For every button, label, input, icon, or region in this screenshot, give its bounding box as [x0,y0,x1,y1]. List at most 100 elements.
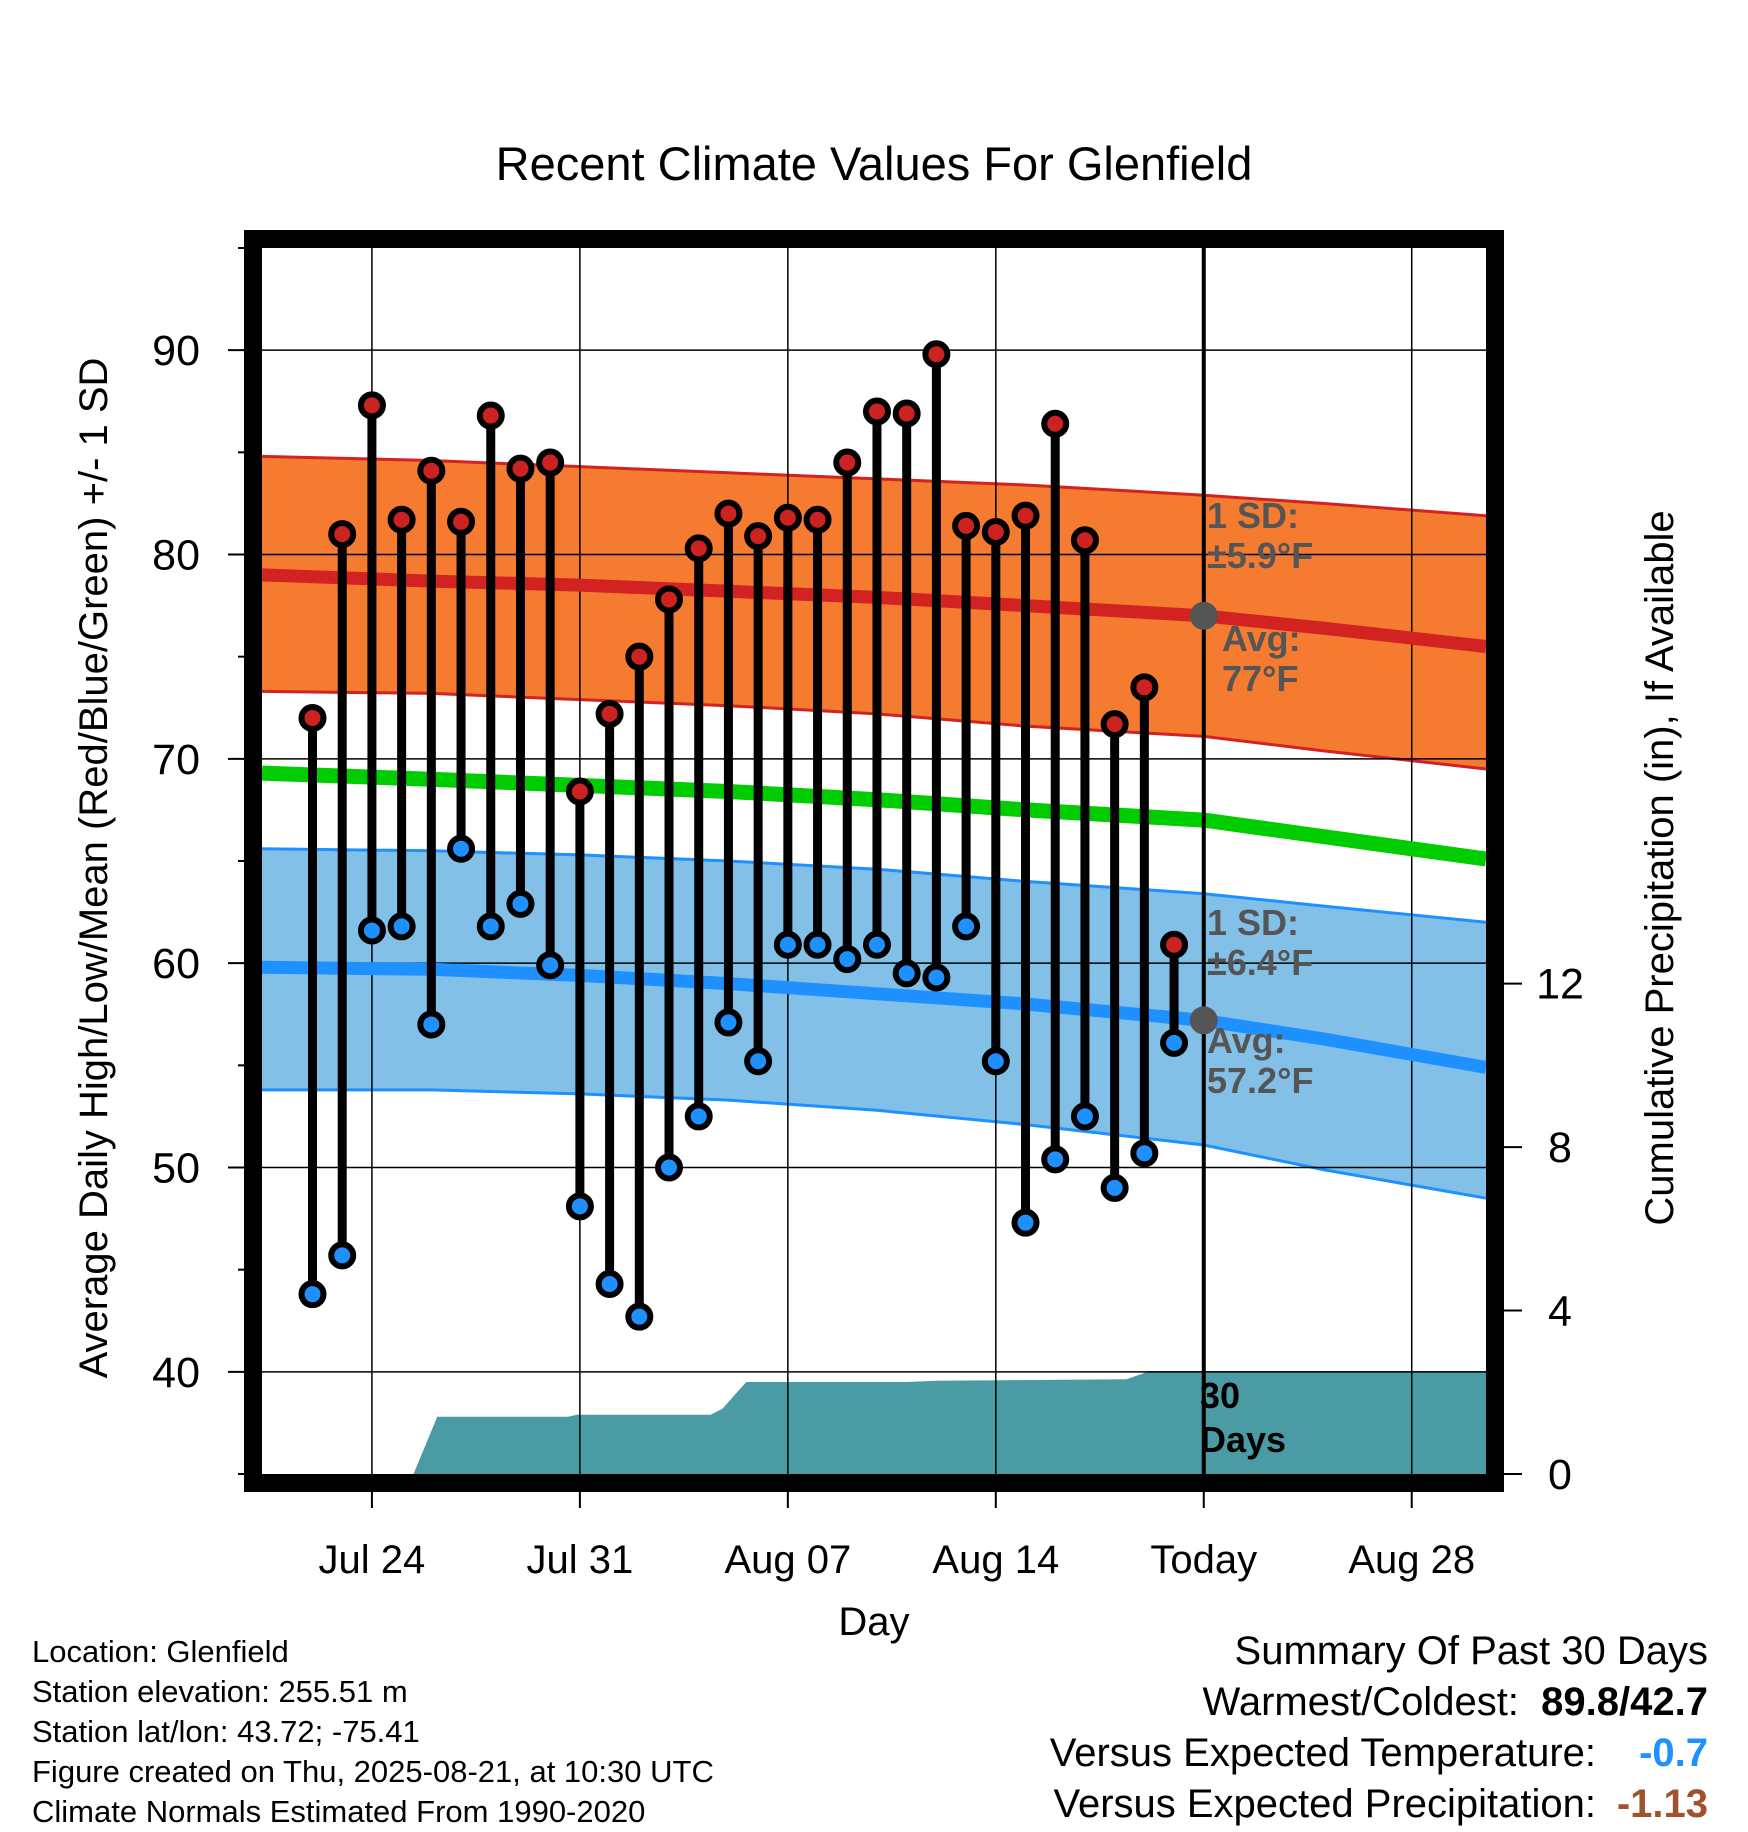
y-axis-label: Average Daily High/Low/Mean (Red/Blue/Gr… [72,358,116,1379]
daily-high-point [1100,710,1129,739]
y-tick-label: 40 [152,1349,200,1397]
daily-high-point [803,505,832,534]
y-tick-label: 70 [152,736,200,784]
summary-panel: Summary Of Past 30 Days Warmest/Coldest:… [1050,1626,1708,1830]
warmest-value: 89.8 [1541,1680,1620,1724]
temp-value: -0.7 [1639,1731,1708,1775]
daily-low-point [1041,1145,1070,1174]
daily-low-point [595,1269,624,1298]
daily-low-point [862,930,891,959]
created-text: Figure created on Thu, 2025-08-21, at 10… [32,1754,714,1789]
daily-low-point [892,959,921,988]
precip-label: Versus Expected Precipitation: [1053,1782,1596,1826]
slash-separator: / [1619,1680,1631,1724]
x-tick-label: Today [1150,1538,1257,1582]
daily-high-point [476,401,505,430]
daily-low-point [1160,1028,1189,1057]
y-tick-label: 60 [152,940,200,988]
daily-high-point [684,534,713,563]
daily-high-point [328,520,357,549]
daily-low-point [952,912,981,941]
daily-low-point [506,889,535,918]
daily-low-point [357,916,386,945]
daily-low-point [803,930,832,959]
daily-low-point [833,945,862,974]
low-avg-label: Avg: [1207,1020,1286,1061]
daily-low-point [714,1008,743,1037]
daily-high-point [298,703,327,732]
daily-low-point [922,963,951,992]
elevation-text: Station elevation: 255.51 m [32,1674,408,1709]
low-avg-value: 57.2°F [1207,1060,1313,1101]
x-tick-label: Aug 07 [724,1538,851,1582]
daily-high-point [357,391,386,420]
chart-title: Recent Climate Values For Glenfield [496,137,1253,190]
daily-low-point [1100,1173,1129,1202]
daily-high-point [714,499,743,528]
daily-high-point [1130,673,1159,702]
latlon-text: Station lat/lon: 43.72; -75.41 [32,1714,420,1749]
daily-high-point [744,522,773,551]
daily-high-point [447,507,476,536]
daily-high-point [625,642,654,671]
x-tick-label: Aug 28 [1348,1538,1475,1582]
summary-warm-cold: Warmest/Coldest: 89.8/42.7 [1050,1677,1708,1728]
plot-frame [244,230,1504,1492]
daily-low-point [625,1302,654,1331]
daily-low-point [565,1192,594,1221]
low-sd-value: ±6.4°F [1207,942,1313,983]
daily-low-point [684,1102,713,1131]
x-tick-label: Jul 31 [527,1538,634,1582]
y2-tick-label: 4 [1548,1288,1572,1336]
daily-low-point [773,930,802,959]
daily-low-point [387,912,416,941]
daily-low-point [655,1153,684,1182]
daily-low-point [298,1280,327,1309]
daily-high-point [892,399,921,428]
high-sd-label: 1 SD: [1207,495,1299,536]
high-sd-value: ±5.9°F [1207,535,1313,576]
daily-low-point [744,1047,773,1076]
daily-high-point [1041,409,1070,438]
precipitation-area [262,1371,1486,1474]
temp-label: Versus Expected Temperature: [1049,1731,1596,1775]
daily-low-point [1070,1102,1099,1131]
x-axis-label: Day [838,1600,909,1644]
station-info: Location: Glenfield Station elevation: 2… [32,1632,714,1832]
y2-axis-label: Cumulative Precipitation (in), If Availa… [1638,510,1682,1225]
high-avg-label: Avg: [1222,618,1301,659]
high-avg-value: 77°F [1222,658,1298,699]
daily-high-point [1070,526,1099,555]
daily-low-point [1130,1139,1159,1168]
daily-high-point [565,777,594,806]
normals-text: Climate Normals Estimated From 1990-2020 [32,1794,646,1829]
y2-tick-label: 0 [1548,1451,1572,1499]
axes: 40 50 60 70 80 90 0 4 8 12 Jul 24 Jul 31 Aug 07 Aug 1… [152,230,1584,1582]
daily-low-point [981,1047,1010,1076]
coldest-value: 42.7 [1630,1680,1708,1724]
daily-low-point [328,1241,357,1270]
daily-high-point [833,448,862,477]
daily-high-point [922,340,951,369]
y2-tick-label: 12 [1536,961,1584,1009]
y-tick-label: 80 [152,532,200,580]
x-tick-label: Aug 14 [932,1538,1059,1582]
summary-precip: Versus Expected Precipitation: -1.13 [1050,1779,1708,1830]
summary-title: Summary Of Past 30 Days [1234,1629,1708,1673]
daily-high-point [506,454,535,483]
daily-low-point [476,912,505,941]
daily-low-point [1011,1208,1040,1237]
y-tick-label: 90 [152,327,200,375]
y2-tick-label: 8 [1548,1124,1572,1172]
today-normal-low-marker [1189,1006,1218,1035]
low-sd-lower-line [262,1088,1487,1200]
warm-cold-label: Warmest/Coldest: [1202,1680,1519,1724]
daily-high-point [417,456,446,485]
summary-temp: Versus Expected Temperature: -0.7 [1050,1728,1708,1779]
daily-high-point [773,503,802,532]
today-normal-high-marker [1189,601,1218,630]
daily-low-point [536,951,565,980]
daily-high-point [1011,501,1040,530]
